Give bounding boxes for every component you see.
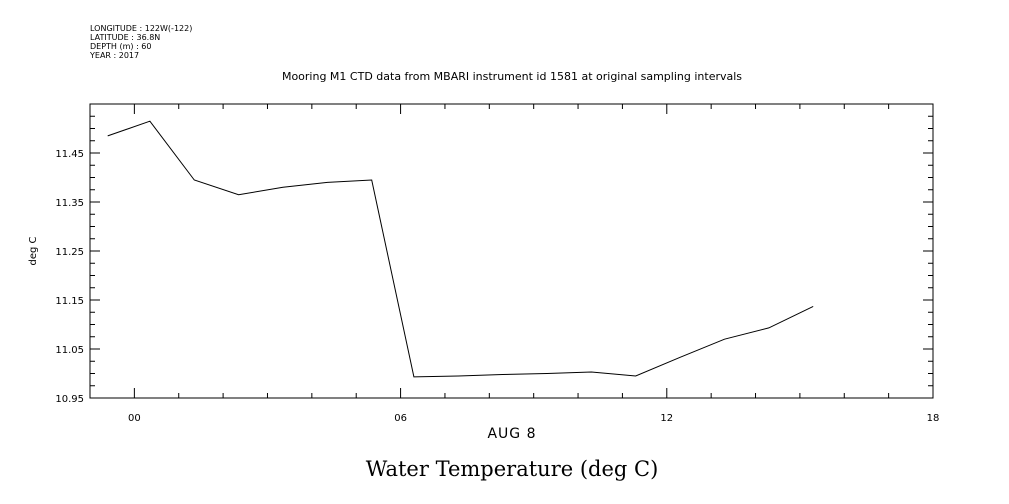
x-axis-ticks: 00 06 12 18 (128, 104, 939, 424)
year-label: YEAR : 2017 (89, 51, 139, 60)
plot-frame (89, 103, 934, 399)
temperature-series-line (107, 120, 814, 378)
x-tick-label: 06 (394, 413, 407, 424)
chart-title: Mooring M1 CTD data from MBARI instrumen… (282, 70, 742, 83)
latitude-label: LATITUDE : 36.8N (90, 33, 160, 42)
y-tick-label: 11.35 (55, 198, 84, 209)
y-axis-label: deg C (28, 236, 39, 265)
y-tick-label: 11.45 (55, 149, 84, 160)
y-axis-ticks: 10.95 11.05 11.15 11.25 11.35 11.45 (55, 103, 933, 405)
x-tick-label: 00 (128, 413, 141, 424)
depth-label: DEPTH (m) : 60 (90, 42, 151, 51)
x-tick-label: 12 (660, 413, 673, 424)
x-tick-label: 18 (927, 413, 940, 424)
series-layer (107, 120, 814, 378)
chart-caption: Water Temperature (deg C) (366, 457, 659, 481)
longitude-label: LONGITUDE : 122W(-122) (90, 24, 192, 33)
y-tick-label: 11.25 (55, 247, 84, 258)
y-tick-label: 11.15 (55, 296, 84, 307)
y-tick-label: 10.95 (55, 394, 84, 405)
y-tick-label: 11.05 (55, 345, 84, 356)
x-axis-label: AUG 8 (487, 426, 536, 442)
